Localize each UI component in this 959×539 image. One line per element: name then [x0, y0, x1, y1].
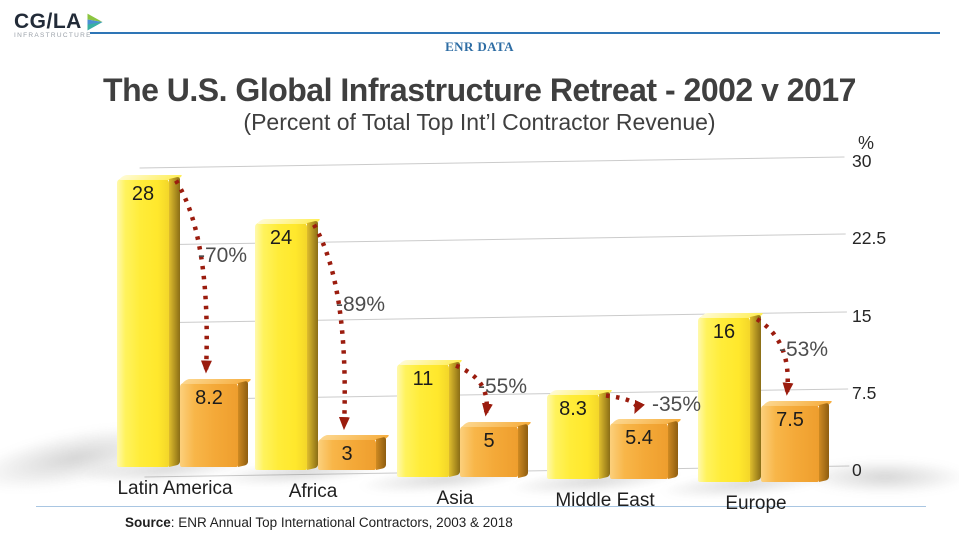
bar-value-2017-africa: 3 [341, 443, 353, 466]
y-tick-label-30: 30 [852, 151, 872, 171]
bar-value-2002-latin-america: 28 [131, 182, 155, 205]
bar-2002-europe: 16 [698, 317, 750, 482]
chart-title: The U.S. Global Infrastructure Retreat -… [103, 72, 856, 108]
bar-value-2002-europe: 16 [712, 321, 736, 344]
source-note: Source: ENR Annual Top International Con… [125, 515, 513, 530]
change-label-asia: -55% [478, 375, 528, 399]
bar-2017-africa: 3 [318, 439, 376, 470]
chart-subtitle: (Percent of Total Top Int’l Contractor R… [243, 109, 716, 135]
bar-value-2017-asia: 5 [483, 429, 495, 452]
logo-text: CG/LA [14, 10, 82, 33]
logo-chevron-icon [85, 12, 105, 32]
change-label-europe: -53% [779, 338, 829, 362]
bar-2017-asia: 5 [460, 425, 518, 477]
bar-2002-asia: 11 [397, 363, 449, 477]
y-tick-label-15: 15 [852, 305, 872, 326]
y-tick-label-22.5: 22.5 [852, 228, 887, 249]
bar-2017-latin-america: 8.2 [180, 382, 238, 467]
header-divider [90, 32, 940, 34]
bar-2017-middle-east: 5.4 [610, 423, 668, 479]
bar-value-2002-africa: 24 [269, 226, 293, 249]
category-label-middle-east: Middle East [555, 490, 655, 511]
change-label-middle-east: -35% [652, 392, 702, 416]
logo: CG/LA INFRASTRUCTURE [14, 10, 105, 39]
bar-2002-africa: 24 [255, 222, 307, 470]
bar-value-2002-asia: 11 [412, 367, 434, 390]
kicker-label: ENR DATA [445, 39, 514, 54]
category-label-europe: Europe [725, 493, 787, 514]
bar-value-2002-middle-east: 8.3 [559, 397, 587, 420]
bar-2002-latin-america: 28 [117, 178, 169, 467]
change-label-africa: -89% [336, 292, 386, 316]
bar-value-2017-latin-america: 8.2 [195, 386, 223, 409]
change-label-latin-america: -70% [198, 244, 248, 268]
category-label-asia: Asia [436, 488, 474, 509]
y-tick-label-7.5: 7.5 [852, 382, 877, 403]
logo-subtext: INFRASTRUCTURE [14, 32, 92, 39]
source-label: Source [125, 515, 171, 530]
category-label-africa: Africa [288, 481, 338, 502]
y-axis-unit-label: % [858, 133, 875, 153]
footer-divider [36, 506, 926, 507]
bar-value-2017-middle-east: 5.4 [625, 427, 653, 450]
bar-value-2017-europe: 7.5 [776, 408, 804, 431]
y-tick-label-0: 0 [852, 460, 862, 480]
bar-2017-europe: 7.5 [761, 404, 819, 482]
category-label-latin-america: Latin America [117, 478, 233, 499]
source-text: : ENR Annual Top International Contracto… [170, 515, 513, 530]
gridline-30 [139, 156, 845, 169]
bar-2002-middle-east: 8.3 [547, 393, 599, 479]
